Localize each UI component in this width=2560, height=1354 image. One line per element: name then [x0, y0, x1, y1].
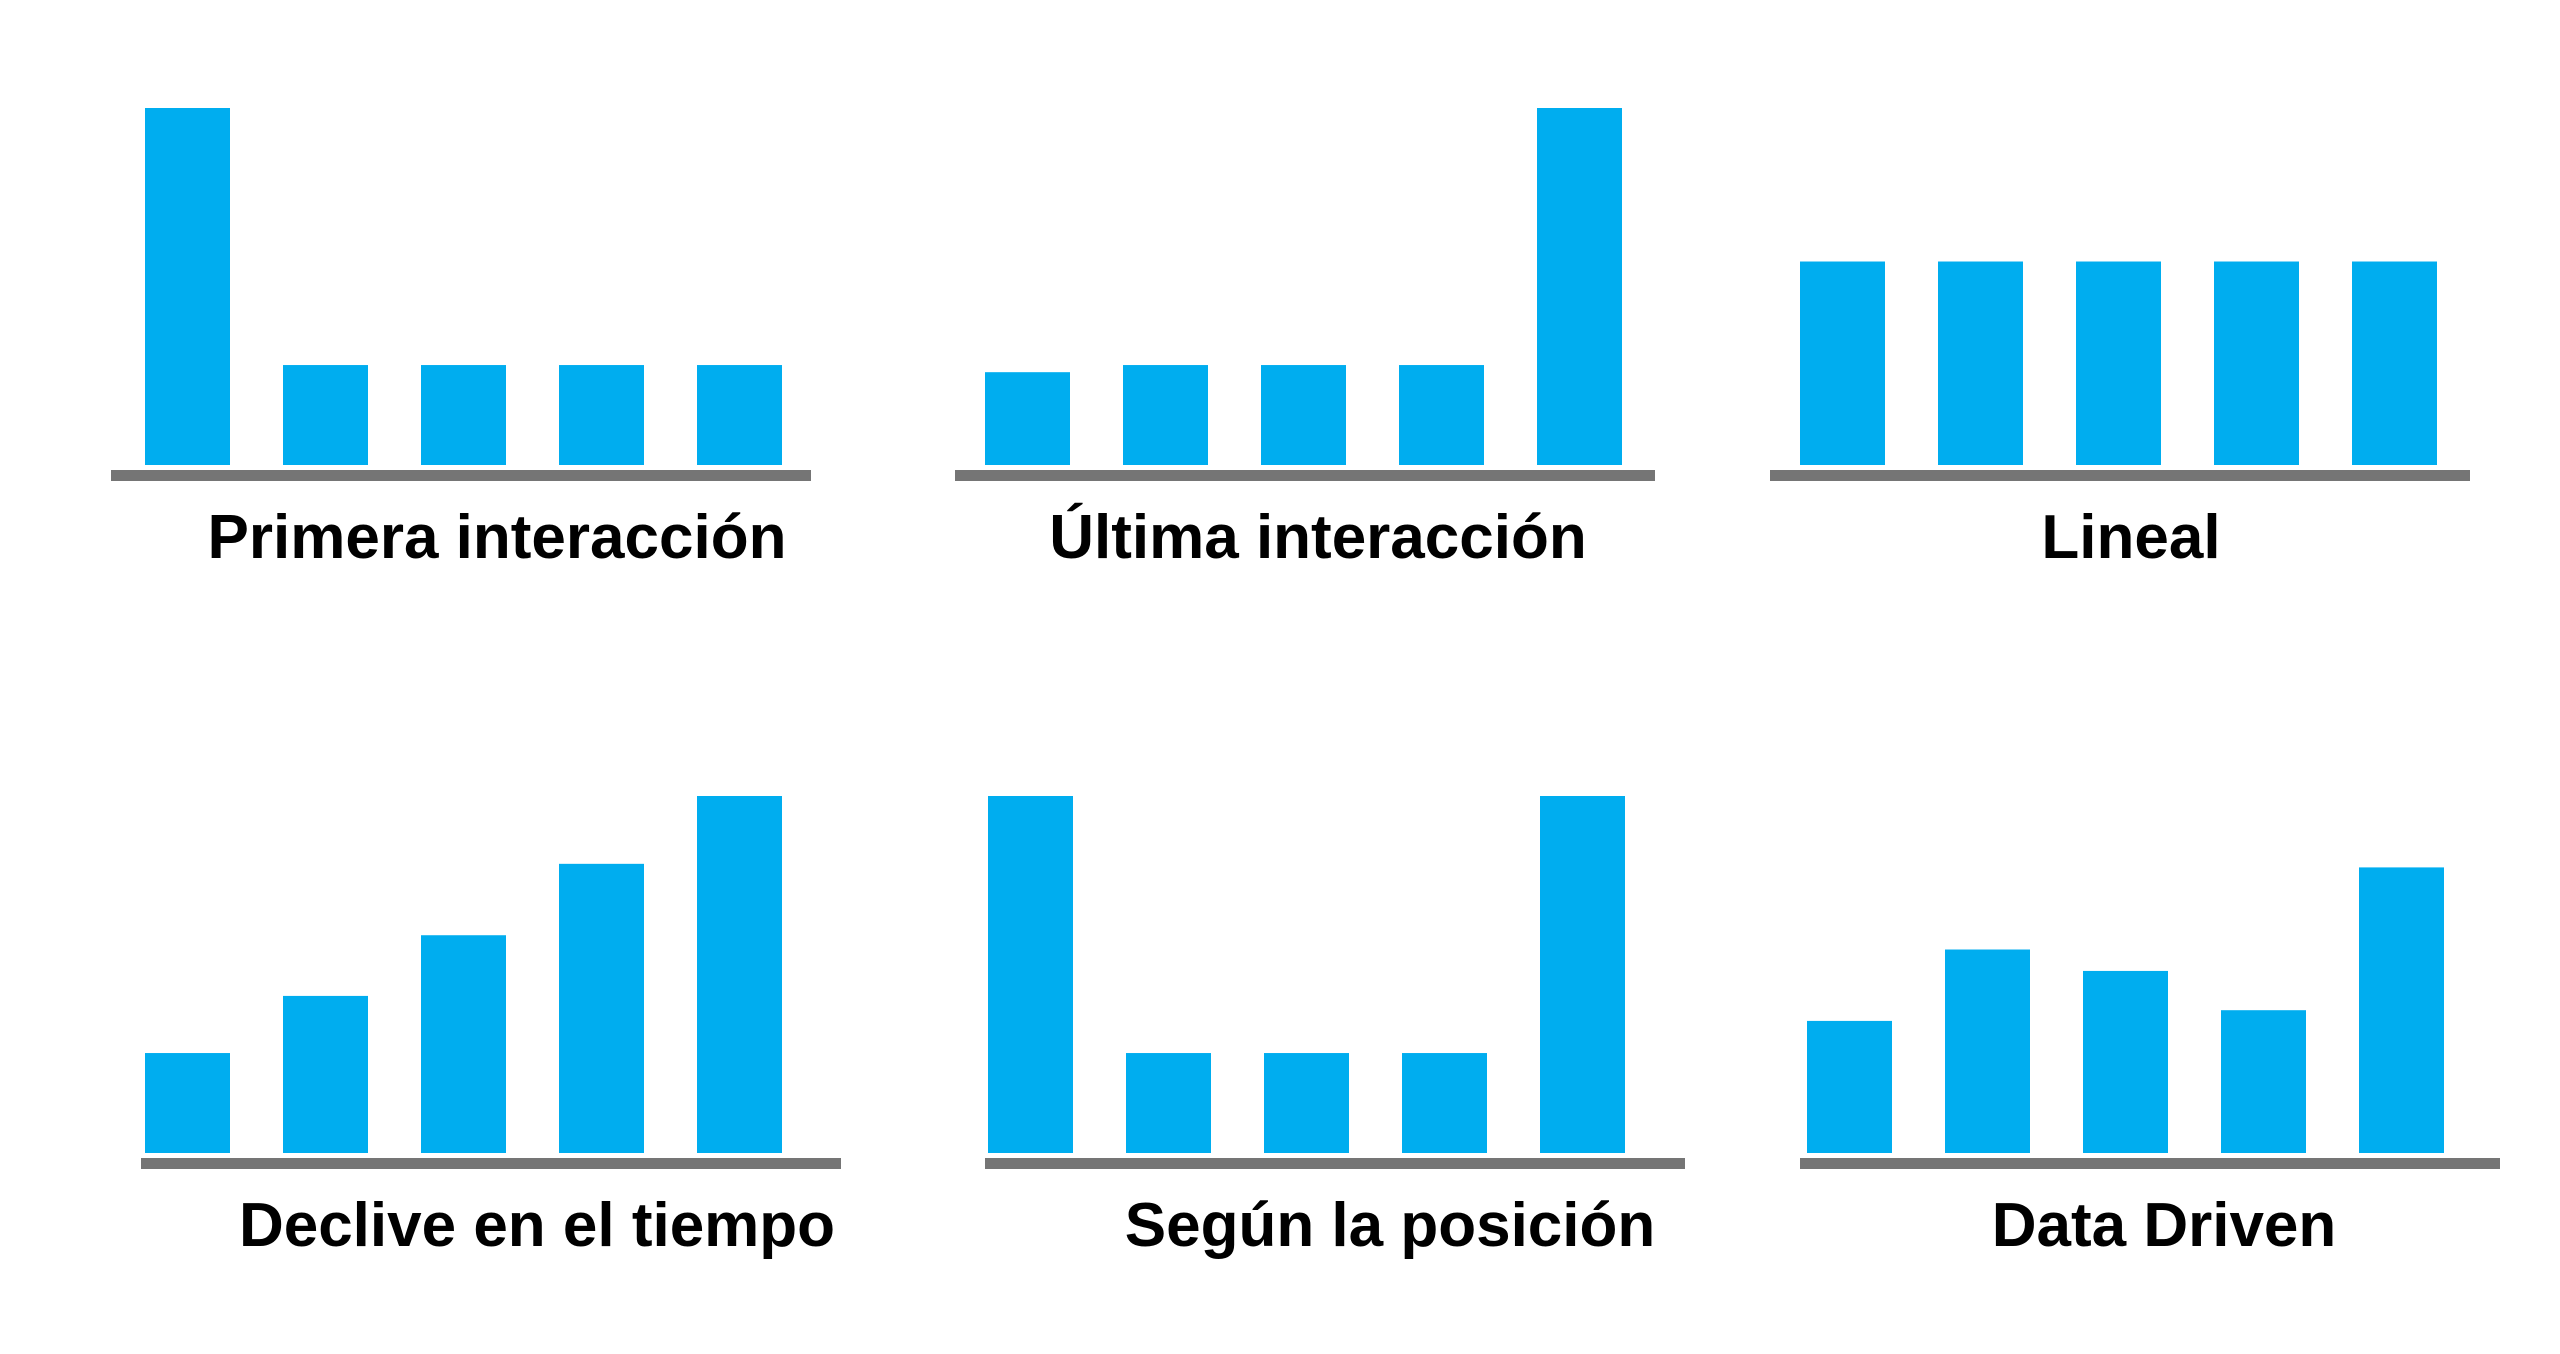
baseline [955, 470, 1655, 481]
chart-panel-6: Data Driven [1800, 867, 2500, 1260]
bar [1807, 1020, 1892, 1153]
baseline [111, 470, 811, 481]
chart-panel-3: Lineal [1770, 261, 2470, 572]
bar [697, 796, 782, 1153]
bar [559, 863, 644, 1153]
bar [1261, 365, 1346, 465]
chart-panel-5: Según la posición [985, 796, 1685, 1260]
bar [1938, 261, 2023, 465]
bar [697, 365, 782, 465]
bar [2221, 1010, 2306, 1153]
chart-title: Última interacción [1049, 503, 1586, 572]
bar [2214, 261, 2299, 465]
baseline [985, 1158, 1685, 1169]
bar [2083, 970, 2168, 1153]
bar [985, 372, 1070, 465]
baseline [1770, 470, 2470, 481]
bar [421, 935, 506, 1153]
bar [2359, 867, 2444, 1153]
bar [2076, 261, 2161, 465]
bar [559, 365, 644, 465]
bar [1264, 1053, 1349, 1153]
bar [1402, 1053, 1487, 1153]
bar [283, 995, 368, 1153]
baseline [1800, 1158, 2500, 1169]
baseline [141, 1158, 841, 1169]
chart-title: Según la posición [1125, 1191, 1656, 1260]
bar [145, 1053, 230, 1153]
bar [988, 796, 1073, 1153]
chart-title: Declive en el tiempo [239, 1191, 835, 1260]
chart-panel-4: Declive en el tiempo [141, 796, 841, 1260]
bar [2352, 261, 2437, 465]
chart-panel-1: Primera interacción [111, 108, 811, 572]
chart-title: Data Driven [1992, 1191, 2337, 1260]
bar [283, 365, 368, 465]
bar [1945, 949, 2030, 1153]
bar [1126, 1053, 1211, 1153]
bar [1540, 796, 1625, 1153]
bar [1399, 365, 1484, 465]
bar [1800, 261, 1885, 465]
chart-panel-2: Última interacción [955, 108, 1655, 572]
bar [1537, 108, 1622, 465]
chart-title: Lineal [2041, 503, 2220, 572]
bar [421, 365, 506, 465]
chart-title: Primera interacción [208, 503, 787, 572]
bar [145, 108, 230, 465]
bar [1123, 365, 1208, 465]
